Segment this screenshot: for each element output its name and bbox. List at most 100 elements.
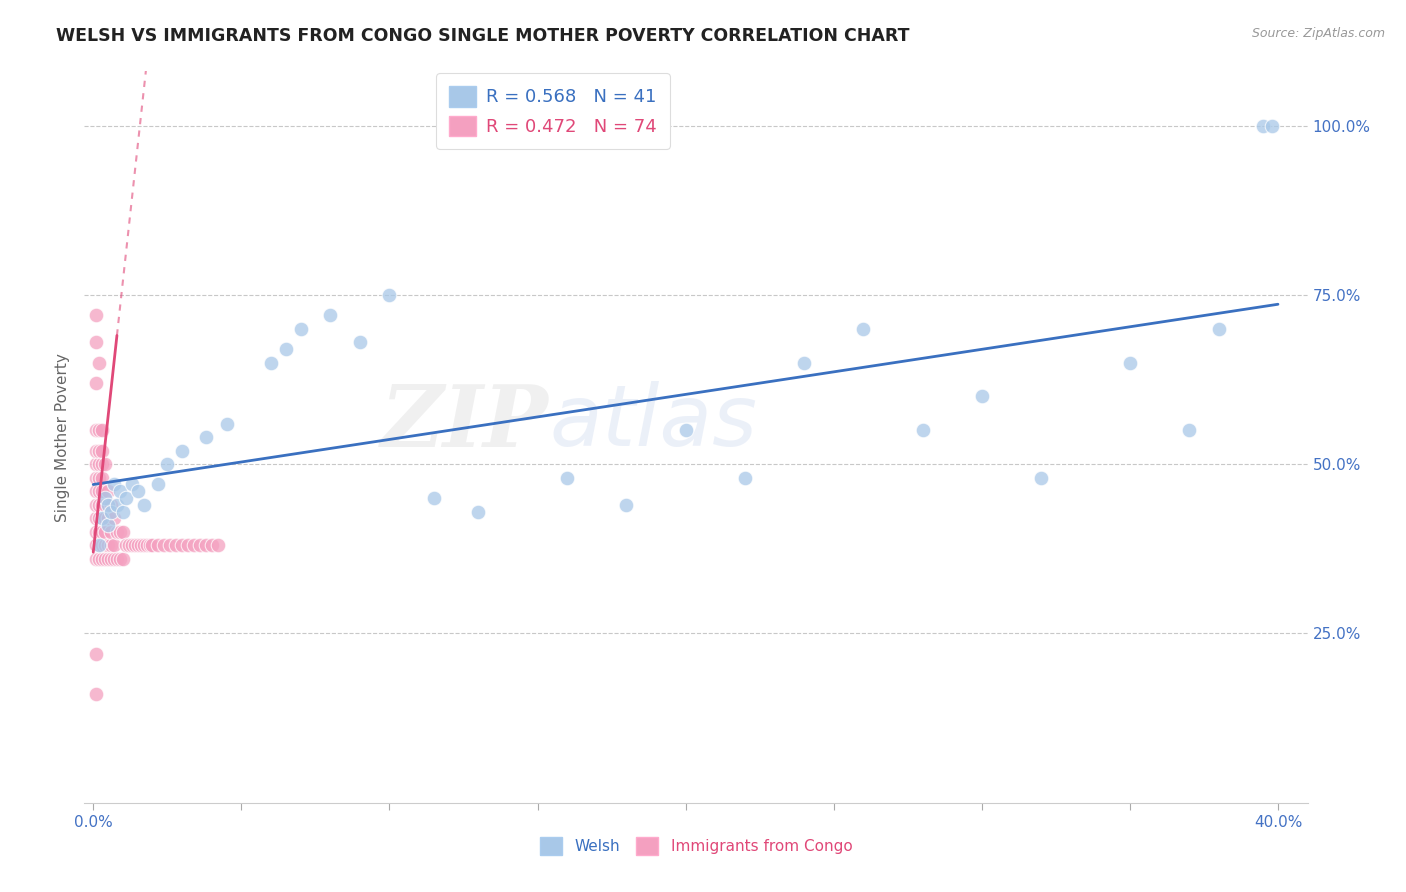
Point — [172, 538, 194, 552]
Point — [84, 498, 107, 512]
Point — [138, 538, 160, 552]
Point — [148, 538, 170, 552]
Point — [1261, 119, 1284, 133]
Point — [84, 443, 107, 458]
Point — [84, 524, 107, 539]
Point — [103, 538, 125, 552]
Point — [675, 423, 697, 437]
Text: Source: ZipAtlas.com: Source: ZipAtlas.com — [1251, 27, 1385, 40]
Point — [319, 308, 342, 322]
Point — [89, 484, 111, 499]
Point — [91, 423, 114, 437]
Point — [207, 538, 229, 552]
Point — [105, 552, 128, 566]
Point — [91, 511, 114, 525]
Point — [100, 524, 122, 539]
Point — [97, 538, 120, 552]
Point — [97, 552, 120, 566]
Point — [94, 491, 117, 505]
Y-axis label: Single Mother Poverty: Single Mother Poverty — [55, 352, 70, 522]
Point — [1029, 471, 1052, 485]
Point — [201, 538, 224, 552]
Point — [121, 538, 143, 552]
Legend: Welsh, Immigrants from Congo: Welsh, Immigrants from Congo — [533, 831, 859, 861]
Point — [91, 457, 114, 471]
Point — [89, 423, 111, 437]
Point — [111, 552, 134, 566]
Point — [91, 443, 114, 458]
Point — [94, 511, 117, 525]
Point — [423, 491, 446, 505]
Point — [89, 471, 111, 485]
Point — [84, 511, 107, 525]
Point — [89, 511, 111, 525]
Point — [103, 477, 125, 491]
Point — [100, 505, 122, 519]
Point — [105, 498, 128, 512]
Point — [108, 484, 131, 499]
Point — [89, 355, 111, 369]
Point — [118, 538, 141, 552]
Point — [1251, 119, 1274, 133]
Point — [84, 308, 107, 322]
Point — [91, 484, 114, 499]
Point — [141, 538, 163, 552]
Point — [378, 288, 401, 302]
Point — [132, 498, 155, 512]
Point — [84, 538, 107, 552]
Point — [114, 538, 136, 552]
Point — [127, 484, 149, 499]
Point — [84, 647, 107, 661]
Point — [97, 518, 120, 533]
Point — [121, 477, 143, 491]
Point — [290, 322, 312, 336]
Point — [467, 505, 489, 519]
Point — [111, 524, 134, 539]
Point — [84, 457, 107, 471]
Point — [97, 484, 120, 499]
Point — [911, 423, 934, 437]
Point — [103, 552, 125, 566]
Point — [148, 477, 170, 491]
Point — [349, 335, 371, 350]
Point — [135, 538, 157, 552]
Point — [89, 552, 111, 566]
Point — [614, 498, 637, 512]
Point — [124, 538, 146, 552]
Point — [555, 471, 578, 485]
Point — [84, 552, 107, 566]
Point — [153, 538, 176, 552]
Point — [114, 491, 136, 505]
Point — [194, 538, 217, 552]
Point — [89, 538, 111, 552]
Point — [108, 552, 131, 566]
Point — [91, 524, 114, 539]
Point — [183, 538, 205, 552]
Text: ZIP: ZIP — [381, 381, 550, 464]
Point — [94, 538, 117, 552]
Point — [91, 552, 114, 566]
Point — [91, 511, 114, 525]
Point — [97, 511, 120, 525]
Point — [84, 471, 107, 485]
Point — [188, 538, 211, 552]
Point — [156, 457, 179, 471]
Text: WELSH VS IMMIGRANTS FROM CONGO SINGLE MOTHER POVERTY CORRELATION CHART: WELSH VS IMMIGRANTS FROM CONGO SINGLE MO… — [56, 27, 910, 45]
Point — [84, 376, 107, 390]
Point — [100, 552, 122, 566]
Point — [89, 524, 111, 539]
Point — [165, 538, 187, 552]
Point — [1178, 423, 1201, 437]
Point — [94, 498, 117, 512]
Point — [94, 552, 117, 566]
Point — [103, 511, 125, 525]
Point — [105, 524, 128, 539]
Point — [84, 335, 107, 350]
Point — [94, 457, 117, 471]
Point — [100, 498, 122, 512]
Point — [100, 538, 122, 552]
Point — [84, 688, 107, 702]
Point — [1119, 355, 1142, 369]
Point — [970, 389, 993, 403]
Point — [89, 498, 111, 512]
